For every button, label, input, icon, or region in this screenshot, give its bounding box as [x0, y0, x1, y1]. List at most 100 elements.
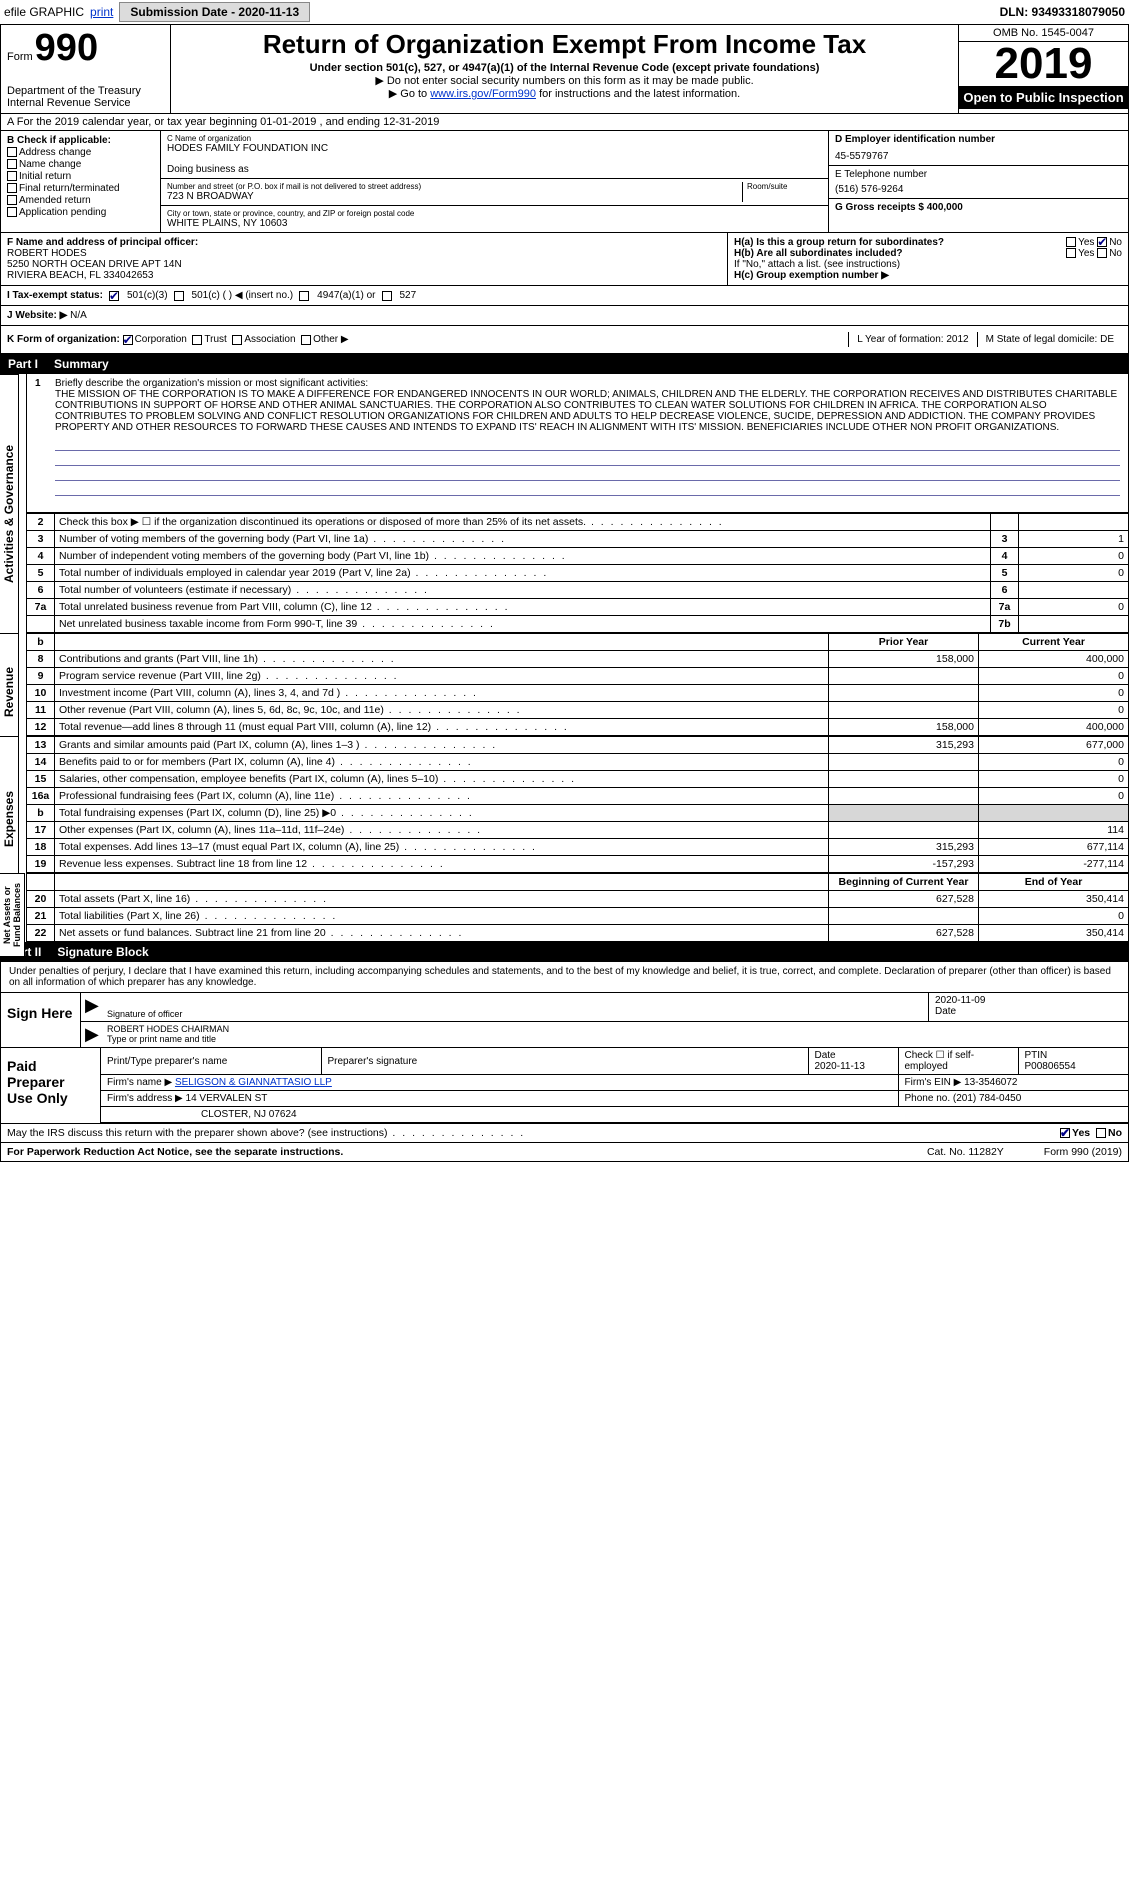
sig-intro: Under penalties of perjury, I declare th…	[0, 962, 1129, 993]
cb-assoc[interactable]	[232, 335, 242, 345]
print-link[interactable]: print	[90, 5, 113, 19]
ptin: P00806554	[1025, 1061, 1076, 1072]
org-address: 723 N BROADWAY	[167, 191, 742, 202]
hc-label: H(c) Group exemption number ▶	[734, 270, 889, 281]
prep-date: 2020-11-13	[815, 1061, 865, 1072]
c-label: C Name of organization	[167, 134, 822, 143]
net-blank1	[27, 874, 55, 891]
officer-name: ROBERT HODES	[7, 248, 721, 259]
table-row: 6Total number of volunteers (estimate if…	[27, 582, 1129, 599]
table-row: 18Total expenses. Add lines 13–17 (must …	[27, 839, 1129, 856]
table-row: 14Benefits paid to or for members (Part …	[27, 754, 1129, 771]
cb-initial[interactable]: Initial return	[7, 171, 154, 182]
sig-name-label: Type or print name and title	[107, 1034, 1122, 1044]
vtab-governance: Activities & Governance	[0, 374, 19, 654]
cb-501c3[interactable]	[109, 291, 119, 301]
firm-ein: Firm's EIN ▶ 13-3546072	[898, 1075, 1128, 1091]
efile-label: efile GRAPHIC	[4, 5, 84, 19]
f-label: F Name and address of principal officer:	[7, 237, 721, 248]
table-row: 10Investment income (Part VIII, column (…	[27, 685, 1129, 702]
cb-4947[interactable]	[299, 291, 309, 301]
org-city: WHITE PLAINS, NY 10603	[167, 218, 822, 229]
submission-date-btn[interactable]: Submission Date - 2020-11-13	[119, 2, 310, 22]
officer-block: F Name and address of principal officer:…	[1, 233, 728, 285]
cb-pending[interactable]: Application pending	[7, 207, 154, 218]
header-mid: Return of Organization Exempt From Incom…	[171, 25, 958, 113]
table-row: 4Number of independent voting members of…	[27, 548, 1129, 565]
irs-link[interactable]: www.irs.gov/Form990	[430, 88, 536, 100]
hb-no[interactable]: No	[1109, 248, 1122, 259]
cb-address[interactable]: Address change	[7, 147, 154, 158]
opt-other: Other ▶	[313, 334, 348, 345]
hb-yes[interactable]: Yes	[1078, 248, 1094, 259]
table-row: 15Salaries, other compensation, employee…	[27, 771, 1129, 788]
table-row: 19Revenue less expenses. Subtract line 1…	[27, 856, 1129, 873]
cb-final[interactable]: Final return/terminated	[7, 183, 154, 194]
table-row: 7aTotal unrelated business revenue from …	[27, 599, 1129, 616]
table-row: 8Contributions and grants (Part VIII, li…	[27, 651, 1129, 668]
header-left: Form 990 Department of the Treasury Inte…	[1, 25, 171, 113]
ha-yes[interactable]: Yes	[1078, 237, 1094, 248]
firm-addr1: 14 VERVALEN ST	[186, 1093, 268, 1104]
part1-tag: Part I	[8, 357, 38, 371]
sig-label: Signature of officer	[107, 1009, 922, 1019]
opt-4947: 4947(a)(1) or	[317, 290, 375, 301]
cb-name[interactable]: Name change	[7, 159, 154, 170]
ha-label: H(a) Is this a group return for subordin…	[734, 237, 944, 248]
cb-trust[interactable]	[192, 335, 202, 345]
part1-title: Summary	[54, 357, 109, 371]
cb-corp[interactable]	[123, 335, 133, 345]
cb-other[interactable]	[301, 335, 311, 345]
m-state: M State of legal domicile: DE	[977, 332, 1122, 347]
mission-block: 1 Briefly describe the organization's mi…	[26, 374, 1129, 513]
table-row: 17Other expenses (Part IX, column (A), l…	[27, 822, 1129, 839]
table-row: 11Other revenue (Part VIII, column (A), …	[27, 702, 1129, 719]
cb-527[interactable]	[382, 291, 392, 301]
g-label: G Gross receipts $ 400,000	[835, 202, 1122, 213]
footer-mid: Cat. No. 11282Y	[927, 1146, 1004, 1158]
discuss-yes-cb[interactable]	[1060, 1128, 1070, 1138]
table-row: Net unrelated business taxable income fr…	[27, 616, 1129, 633]
revenue-table: b Prior Year Current Year 8Contributions…	[26, 633, 1129, 736]
subtitle-2: ▶ Do not enter social security numbers o…	[179, 74, 950, 87]
discuss-q: May the IRS discuss this return with the…	[7, 1127, 525, 1139]
sign-here-label: Sign Here	[1, 993, 81, 1047]
form-number: 990	[35, 29, 98, 67]
opt-corp: Corporation	[135, 334, 187, 345]
opt-501c3: 501(c)(3)	[127, 290, 168, 301]
mission-num: 1	[35, 378, 41, 389]
info-grid: B Check if applicable: Address change Na…	[0, 131, 1129, 233]
net-blank2	[55, 874, 829, 891]
table-row: 2Check this box ▶ ☐ if the organization …	[27, 514, 1129, 531]
sub3-suffix: for instructions and the latest informat…	[539, 88, 740, 100]
vtab-netassets: Net Assets or Fund Balances	[0, 873, 25, 957]
tax-year: 2019	[959, 42, 1128, 86]
net-cy-hdr: End of Year	[979, 874, 1129, 891]
check-if-block: B Check if applicable: Address change Na…	[1, 131, 161, 232]
mission-label: Briefly describe the organization's miss…	[55, 378, 368, 389]
hb-note: If "No," attach a list. (see instruction…	[734, 259, 1122, 270]
cb-501c[interactable]	[174, 291, 184, 301]
opt-527: 527	[400, 290, 417, 301]
h-block: H(a) Is this a group return for subordin…	[728, 233, 1128, 285]
firm-phone: Phone no. (201) 784-0450	[898, 1091, 1128, 1107]
sig-arrow2-icon: ▶	[81, 1022, 101, 1047]
sig-name: ROBERT HODES CHAIRMAN	[107, 1024, 1122, 1034]
firm-label: Firm's name ▶	[107, 1077, 172, 1088]
org-block: C Name of organization HODES FAMILY FOUN…	[161, 131, 828, 232]
table-row: 20Total assets (Part X, line 16)627,5283…	[27, 891, 1129, 908]
hb-label: H(b) Are all subordinates included?	[734, 248, 903, 259]
ha-no[interactable]: No	[1109, 237, 1122, 248]
rev-b: b	[27, 634, 55, 651]
table-row: 5Total number of individuals employed in…	[27, 565, 1129, 582]
revenue-section: Revenue b Prior Year Current Year 8Contr…	[0, 633, 1129, 736]
website-val: N/A	[70, 310, 87, 321]
dept-label: Department of the Treasury Internal Reve…	[7, 85, 164, 109]
table-row: bTotal fundraising expenses (Part IX, co…	[27, 805, 1129, 822]
table-row: 22Net assets or fund balances. Subtract …	[27, 925, 1129, 942]
discuss-no-cb[interactable]	[1096, 1128, 1106, 1138]
firm-name[interactable]: SELIGSON & GIANNATTASIO LLP	[175, 1077, 332, 1088]
cb-amended[interactable]: Amended return	[7, 195, 154, 206]
table-row: 21Total liabilities (Part X, line 26)0	[27, 908, 1129, 925]
k-label: K Form of organization:	[7, 334, 120, 345]
